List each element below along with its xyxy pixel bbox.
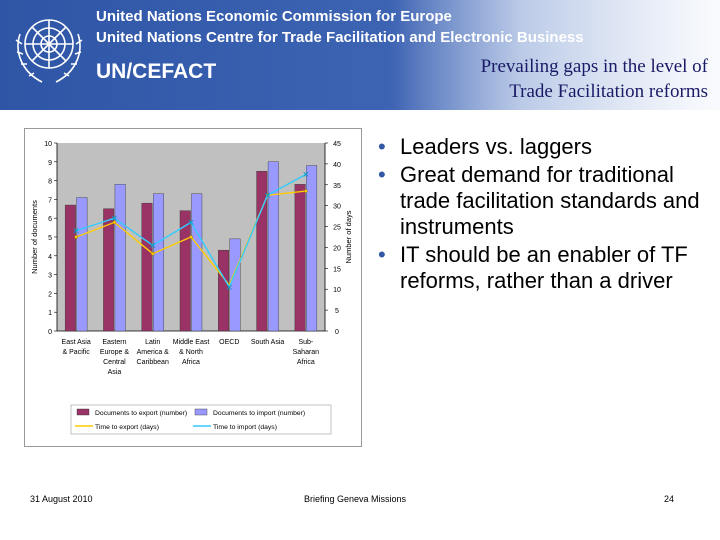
slide-header: United Nations Economic Commission for E… xyxy=(0,0,720,110)
y2-tick-label: 35 xyxy=(333,183,341,190)
bar-export-documents xyxy=(179,210,191,332)
y2-tick-label: 10 xyxy=(333,287,341,294)
point-time-to-import xyxy=(303,171,309,177)
bar-export-documents xyxy=(294,184,306,332)
y2-tick-label: 5 xyxy=(335,308,339,315)
y2-tick-label: 45 xyxy=(333,141,341,148)
y-tick-label: 4 xyxy=(48,254,52,261)
point-time-to-import xyxy=(226,284,232,290)
category-label: Latin xyxy=(145,339,160,346)
bar-import-documents xyxy=(267,161,279,332)
org-name-line1: United Nations Economic Commission for E… xyxy=(96,8,452,25)
point-time-to-import xyxy=(111,215,117,221)
org-name-line2: United Nations Centre for Trade Facilita… xyxy=(96,29,584,46)
brand-name: UN/CEFACT xyxy=(96,60,217,83)
category-label: East Asia xyxy=(62,339,91,346)
bar-export-documents xyxy=(256,171,268,332)
chart-container: 0 1 2 3 4 5 6 7 8 9 10 0 5 10 15 20 25 30 35 40 45 Number of … xyxy=(24,128,362,447)
point-time-to-export xyxy=(150,251,155,256)
y-tick-label: 10 xyxy=(44,141,52,148)
bar-import-documents xyxy=(114,184,126,332)
legend-label: Documents to export (number) xyxy=(95,410,187,417)
bullet-text: Great demand for traditional trade facil… xyxy=(400,162,700,239)
bar-import-documents xyxy=(191,193,203,332)
bullet-text: Leaders vs. laggers xyxy=(400,134,592,159)
category-label: South Asia xyxy=(251,339,285,346)
y-tick-label: 1 xyxy=(48,310,52,317)
y-tick-label: 0 xyxy=(48,329,52,336)
bar-import-documents xyxy=(153,193,164,332)
bullet-dot-icon: • xyxy=(378,162,386,187)
un-emblem-icon xyxy=(15,19,83,83)
bullet-dot-icon: • xyxy=(378,134,386,159)
bullet-item: • IT should be an enabler of TF reforms, … xyxy=(378,242,708,294)
bar-import-documents xyxy=(306,165,318,332)
header-fade xyxy=(390,0,720,110)
point-time-to-export xyxy=(189,235,193,239)
category-label: OECD xyxy=(219,339,239,346)
category-label: Sub- xyxy=(298,339,313,346)
bullet-text: IT should be an enabler of TF reforms, r… xyxy=(400,242,688,293)
legend-label: Time to import (days) xyxy=(213,424,277,431)
category-label: Eastern xyxy=(102,339,126,346)
category-label: Asia xyxy=(108,369,122,376)
point-time-to-export xyxy=(304,189,308,193)
y-tick-label: 6 xyxy=(48,216,52,223)
legend-swatch xyxy=(76,408,90,416)
category-label: Caribbean xyxy=(137,359,169,366)
page-number: 24 xyxy=(664,494,675,504)
y-tick-label: 9 xyxy=(48,160,52,167)
slide-title-line2: Trade Facilitation reforms xyxy=(509,81,708,102)
y2-axis-title: Number of days xyxy=(344,210,353,263)
bullet-item: • Leaders vs. laggers xyxy=(378,134,708,160)
y2-tick-label: 15 xyxy=(333,266,341,273)
slide-title-line1: Prevailing gaps in the level of xyxy=(480,56,708,77)
bullet-item: • Great demand for traditional trade faci… xyxy=(378,162,708,240)
category-label: Europe & xyxy=(100,349,130,356)
bullet-dot-icon: • xyxy=(378,242,386,267)
point-time-to-import xyxy=(188,219,194,225)
y-tick-label: 7 xyxy=(48,197,52,204)
y2-tick-label: 0 xyxy=(335,329,339,336)
legend-label: Time to export (days) xyxy=(95,424,159,431)
bar-export-documents xyxy=(141,202,153,332)
bar-export-documents xyxy=(218,249,229,332)
y-tick-label: 5 xyxy=(48,235,52,242)
legend-swatch xyxy=(194,408,208,416)
category-label: America & xyxy=(137,349,170,356)
point-time-to-import xyxy=(265,192,271,198)
category-label: Saharan xyxy=(293,349,320,356)
y-axis-title: Number of documents xyxy=(30,200,39,274)
point-time-to-export xyxy=(112,220,117,225)
point-time-to-import xyxy=(150,242,156,248)
category-label: Africa xyxy=(297,359,315,366)
y2-tick-label: 40 xyxy=(333,162,341,169)
y-tick-label: 8 xyxy=(48,179,52,186)
point-time-to-export xyxy=(74,235,78,239)
y2-tick-label: 20 xyxy=(333,245,341,252)
category-label: & North xyxy=(179,349,203,356)
category-label: Africa xyxy=(182,359,200,366)
bar-export-documents xyxy=(103,208,115,332)
y-tick-label: 2 xyxy=(48,291,52,298)
footer-date: 31 August 2010 xyxy=(30,494,93,504)
y-tick-label: 3 xyxy=(48,273,52,280)
y2-tick-label: 25 xyxy=(333,225,341,232)
category-label: Middle East xyxy=(173,339,210,346)
legend-label: Documents to import (number) xyxy=(213,410,305,417)
category-label: & Pacific xyxy=(63,349,91,356)
bar-export-documents xyxy=(64,204,76,332)
point-time-to-import xyxy=(73,228,79,234)
slide-title: Prevailing gaps in the level of Trade Fa… xyxy=(408,54,708,104)
y2-tick-label: 30 xyxy=(333,204,341,211)
bar-import-documents xyxy=(76,197,88,332)
bullet-list: • Leaders vs. laggers • Great demand for t… xyxy=(378,134,708,296)
footer-center: Briefing Geneva Missions xyxy=(304,494,407,504)
category-label: Central xyxy=(103,359,126,366)
